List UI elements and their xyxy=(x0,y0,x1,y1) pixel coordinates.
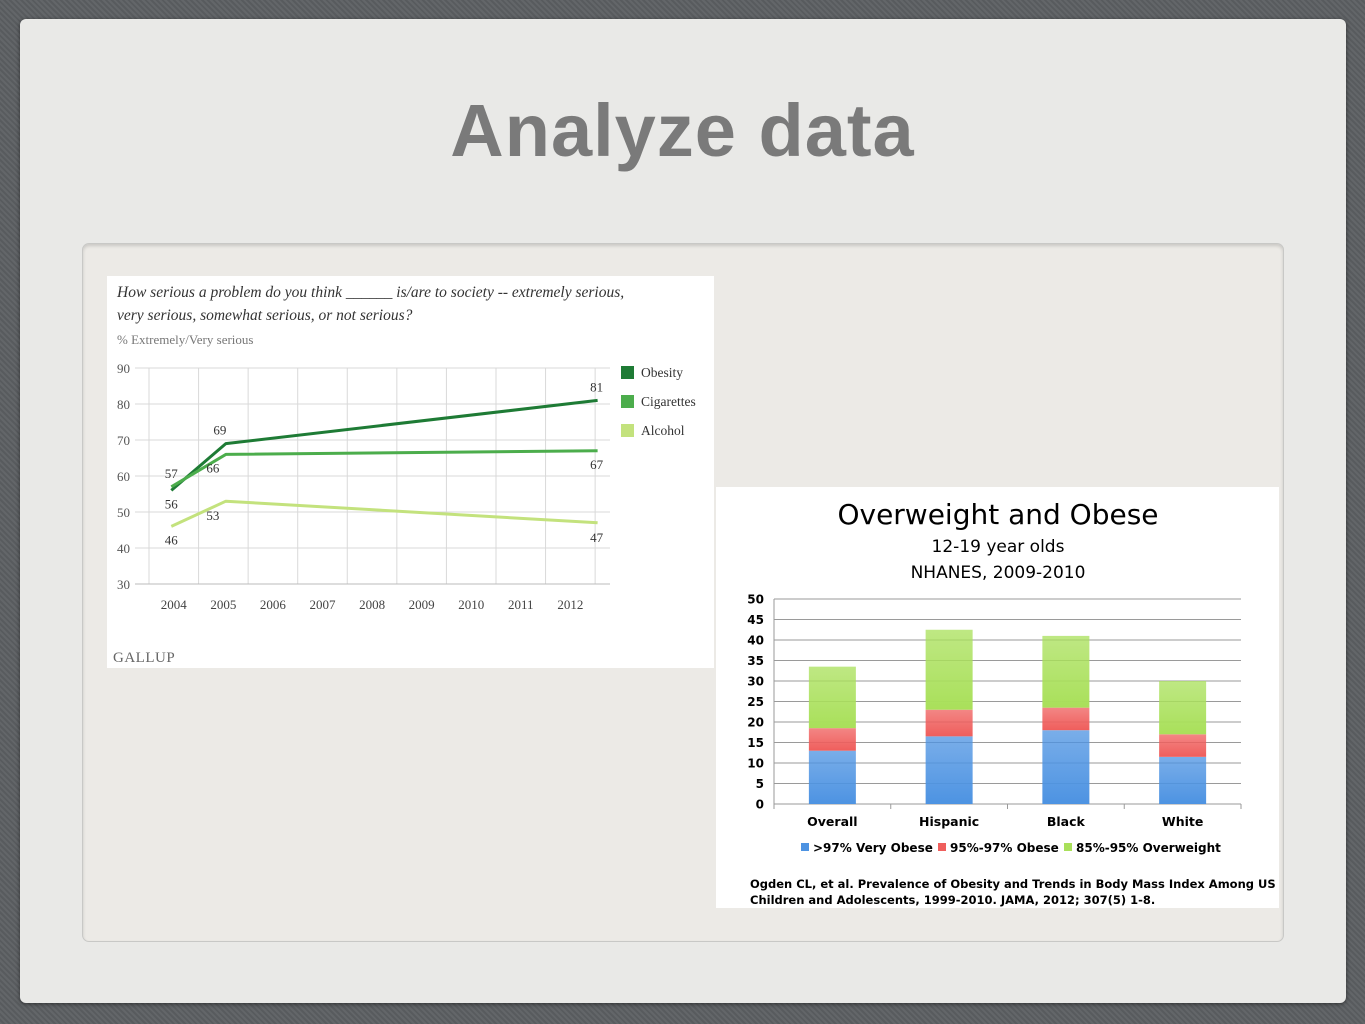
chart2-bar-hispanic-s2 xyxy=(925,629,973,710)
chart2-legend-swatch xyxy=(801,843,809,851)
chart1-y-tick: 40 xyxy=(117,541,130,556)
chart2-y-tick: 45 xyxy=(747,613,764,627)
chart2-y-tick: 25 xyxy=(747,695,764,709)
chart1-x-tick: 2010 xyxy=(458,597,484,612)
chart1-legend-label: Cigarettes xyxy=(641,394,696,409)
chart2-x-label: Overall xyxy=(807,814,857,829)
chart1-y-tick: 70 xyxy=(117,433,130,448)
chart2-y-tick: 0 xyxy=(756,798,764,812)
gallup-logo: GALLUP xyxy=(113,650,175,666)
chart2-bar-white-s0 xyxy=(1159,756,1207,804)
chart2-title: Overweight and Obese xyxy=(837,498,1158,531)
chart2-bar-white-s2 xyxy=(1159,681,1207,735)
chart2-bar-overall-s1 xyxy=(808,728,856,751)
chart1-data-label: 47 xyxy=(590,530,604,545)
chart2-y-tick: 15 xyxy=(747,736,764,750)
chart2-bar-white-s1 xyxy=(1159,734,1207,757)
chart2-subtitle1: 12-19 year olds xyxy=(932,537,1065,557)
chart2-y-tick: 30 xyxy=(747,675,764,689)
chart1-title-line2: very serious, somewhat serious, or not s… xyxy=(117,307,413,324)
chart1-y-tick: 50 xyxy=(117,505,130,520)
chart1-x-tick: 2008 xyxy=(359,597,385,612)
gallup-chart-panel: How serious a problem do you think _____… xyxy=(107,276,714,668)
chart1-x-tick: 2005 xyxy=(210,597,236,612)
chart2-legend-swatch xyxy=(1064,843,1072,851)
chart2-y-tick: 5 xyxy=(756,777,764,791)
chart2-y-tick: 10 xyxy=(747,757,764,771)
chart1-data-label: 46 xyxy=(165,532,179,547)
chart1-legend-swatch xyxy=(621,366,634,379)
chart2-legend-label: >97% Very Obese xyxy=(813,841,933,855)
chart2-bar-hispanic-s1 xyxy=(925,709,973,737)
chart2-legend-swatch xyxy=(938,843,946,851)
chart1-data-label: 67 xyxy=(590,457,604,472)
chart2-legend-label: 85%-95% Overweight xyxy=(1076,841,1221,855)
chart2-bar-black-s0 xyxy=(1042,730,1090,804)
chart1-x-tick: 2009 xyxy=(409,597,435,612)
chart2-bar-overall-s0 xyxy=(808,750,856,804)
chart1-y-tick: 60 xyxy=(117,469,130,484)
chart2-subtitle2: NHANES, 2009-2010 xyxy=(911,563,1086,583)
chart1-legend-label: Alcohol xyxy=(641,423,685,438)
chart1-x-tick: 2004 xyxy=(161,597,188,612)
chart2-x-label: White xyxy=(1162,814,1203,829)
nhanes-stacked-bar-chart: Overweight and Obese 12-19 year olds NHA… xyxy=(747,498,1276,907)
chart1-line-cigarettes xyxy=(170,449,598,489)
chart1-data-label: 69 xyxy=(213,423,226,438)
chart1-x-tick: 2012 xyxy=(557,597,583,612)
chart2-bar-black-s1 xyxy=(1042,707,1090,731)
chart2-y-tick: 35 xyxy=(747,654,764,668)
chart2-bar-overall-s2 xyxy=(808,666,856,729)
citation-line2: Children and Adolescents, 1999-2010. JAM… xyxy=(750,893,1155,907)
nhanes-chart-panel: Overweight and Obese 12-19 year olds NHA… xyxy=(716,487,1279,908)
chart2-x-label: Black xyxy=(1047,814,1086,829)
chart1-x-tick: 2011 xyxy=(508,597,534,612)
chart1-y-tick: 90 xyxy=(117,361,130,376)
chart2-legend-label: 95%-97% Obese xyxy=(950,841,1059,855)
chart1-legend-label: Obesity xyxy=(641,365,683,380)
chart1-legend-swatch xyxy=(621,395,634,408)
chart2-y-tick: 40 xyxy=(747,634,764,648)
chart1-x-tick: 2007 xyxy=(309,597,336,612)
chart1-x-tick: 2006 xyxy=(260,597,287,612)
chart2-bar-hispanic-s0 xyxy=(925,736,973,804)
chart1-legend-swatch xyxy=(621,424,634,437)
chart1-data-label: 56 xyxy=(165,496,179,511)
chart2-y-tick: 20 xyxy=(747,716,764,730)
chart1-data-label: 57 xyxy=(165,466,179,481)
citation-line1: Ogden CL, et al. Prevalence of Obesity a… xyxy=(750,877,1276,891)
chart1-data-label: 53 xyxy=(206,508,219,523)
chart1-y-tick: 80 xyxy=(117,397,130,412)
chart1-data-label: 66 xyxy=(206,460,220,475)
slide-title: Analyze data xyxy=(450,89,915,172)
chart2-y-tick: 50 xyxy=(747,593,764,607)
chart1-line-alcohol xyxy=(170,499,598,528)
chart2-bar-black-s2 xyxy=(1042,635,1090,708)
chart1-line-obesity xyxy=(170,398,598,492)
gallup-line-chart: How serious a problem do you think _____… xyxy=(113,284,696,666)
chart1-title: How serious a problem do you think _____… xyxy=(116,284,624,301)
chart1-data-label: 81 xyxy=(590,379,603,394)
chart1-y-tick: 30 xyxy=(117,577,130,592)
chart1-subtitle: % Extremely/Very serious xyxy=(117,332,253,347)
chart2-x-label: Hispanic xyxy=(919,814,979,829)
